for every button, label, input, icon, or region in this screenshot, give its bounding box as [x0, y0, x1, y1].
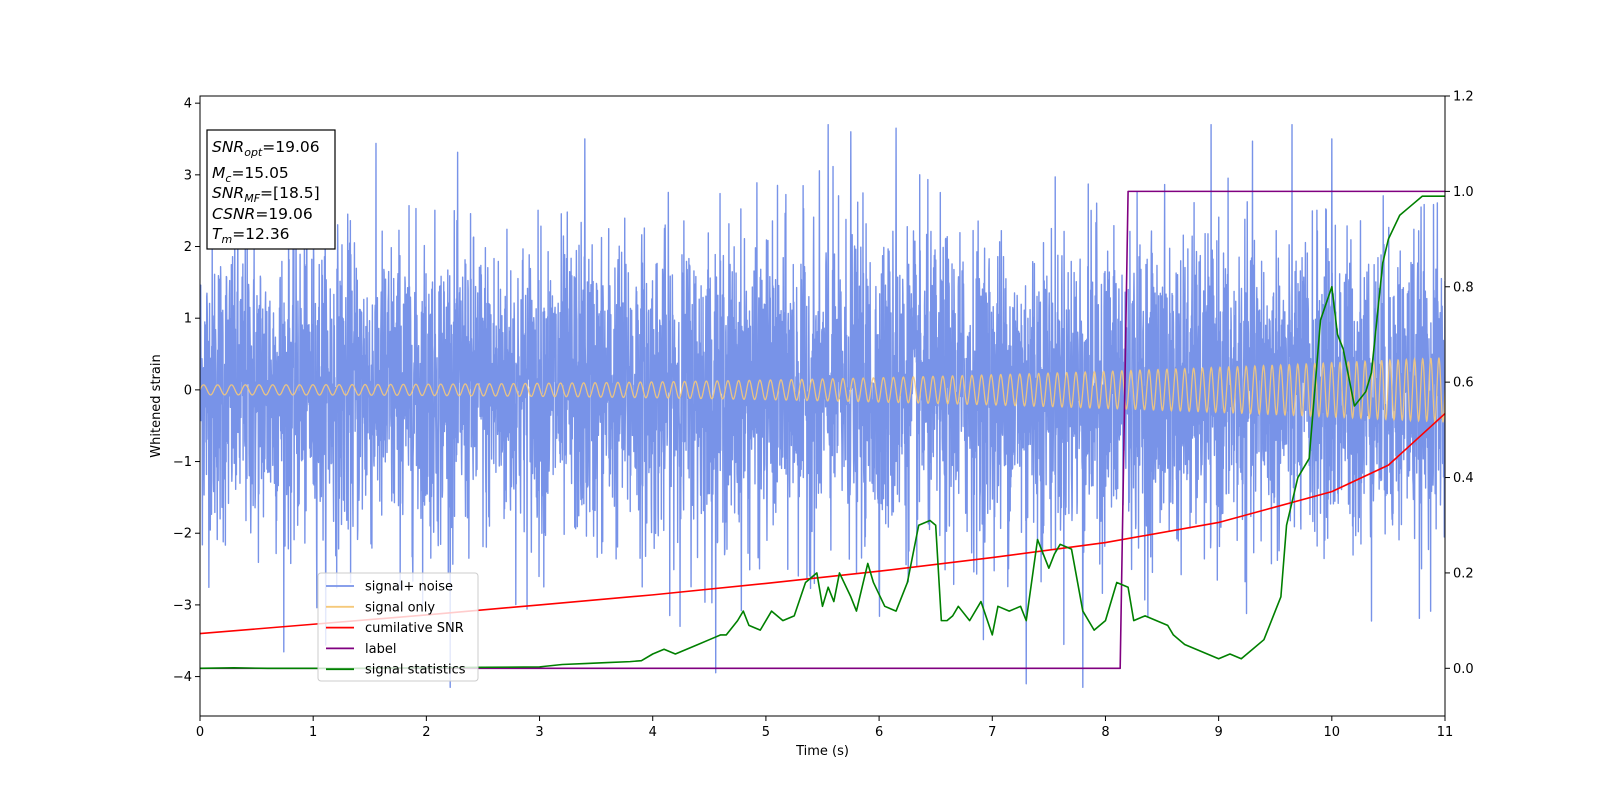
legend: signal+ noise signal only cumilative SNR la…: [317, 572, 479, 682]
x-axis-label: Time (s): [795, 744, 849, 759]
legend-label: label: [365, 642, 396, 657]
annotation-symbol: T: [212, 225, 223, 243]
x-tick-label: 0: [196, 725, 204, 740]
annotation-subscript: MF: [244, 192, 260, 205]
y2-tick-label: 0.4: [1453, 471, 1474, 486]
x-tick-label: 2: [422, 725, 430, 740]
ticks-layer: 0 1 2 3 4 5 6 7 8 9 10 11 −4 −3 −2 −1 0 1 2 3 4 0.0 0.2 0.4 0.6 0…: [173, 90, 1474, 741]
annotation-frame: [206, 129, 336, 250]
annotation-value: =19.06: [262, 138, 319, 156]
y-tick-label: 0: [184, 383, 192, 398]
y-tick-label: −1: [173, 455, 192, 470]
annotation-subscript: m: [221, 233, 232, 246]
y2-tick-label: 0.6: [1453, 376, 1474, 391]
annotation-symbol: SNR: [212, 184, 244, 202]
x-tick-label: 11: [1437, 725, 1454, 740]
y-tick-label: −4: [173, 670, 192, 685]
series-signal-statistics: [200, 195, 1445, 670]
x-tick-label: 9: [1214, 725, 1222, 740]
annotation-subscript: opt: [244, 146, 263, 159]
annotation-symbol: M: [212, 164, 225, 182]
series-label: [200, 190, 1445, 670]
y-tick-label: 4: [184, 97, 192, 112]
y-tick-label: 3: [184, 168, 192, 183]
annotation-value: =19.06: [255, 205, 312, 223]
y2-tick-label: 1.2: [1453, 90, 1474, 105]
annotation-value: =12.36: [232, 225, 289, 243]
annotation-line: CSNR=19.06: [212, 205, 313, 223]
annotation-box: SNRopt=19.06Mc=15.05SNRMF=[18.5]CSNR=19.…: [206, 129, 336, 250]
legend-label: signal+ noise: [365, 580, 453, 595]
plot-frame: [199, 95, 1446, 717]
legend-frame: [317, 572, 479, 682]
annotation-subscript: c: [225, 172, 231, 185]
y-tick-label: 2: [184, 240, 192, 255]
x-tick-label: 6: [875, 725, 883, 740]
annotation-line: Mc=15.05: [212, 164, 289, 185]
x-tick-label: 7: [988, 725, 996, 740]
y2-tick-label: 0.8: [1453, 280, 1474, 295]
x-tick-label: 10: [1324, 725, 1341, 740]
x-tick-label: 4: [649, 725, 657, 740]
annotation-value: =[18.5]: [260, 184, 320, 202]
y2-tick-label: 1.0: [1453, 185, 1474, 200]
y2-tick-label: 0.2: [1453, 566, 1474, 581]
series-signal-noise: [200, 123, 1445, 689]
y2-tick-label: 0.0: [1453, 662, 1474, 677]
annotation-line: SNRopt=19.06: [212, 138, 320, 159]
legend-label: signal statistics: [365, 663, 466, 678]
annotation-line: SNRMF=[18.5]: [212, 184, 320, 205]
annotation-symbol: CSNR: [212, 205, 255, 223]
annotation-value: =15.05: [231, 164, 288, 182]
y-tick-label: −2: [173, 527, 192, 542]
series-signal-only: [200, 357, 1445, 423]
y-tick-label: 1: [184, 312, 192, 327]
x-tick-label: 5: [762, 725, 770, 740]
legend-label: signal only: [365, 600, 435, 615]
x-tick-label: 3: [535, 725, 543, 740]
y-tick-label: −3: [173, 598, 192, 613]
legend-label: cumilative SNR: [365, 621, 464, 636]
annotation-line: Tm=12.36: [212, 225, 290, 246]
annotation-symbol: SNR: [212, 138, 244, 156]
x-tick-label: 8: [1101, 725, 1109, 740]
x-tick-label: 1: [309, 725, 317, 740]
y-axis-label: Whitened strain: [149, 354, 164, 457]
